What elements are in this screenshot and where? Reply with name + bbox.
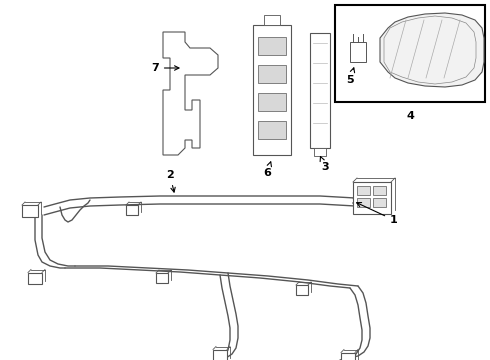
Text: 1: 1 bbox=[357, 203, 398, 225]
Bar bbox=[373, 186, 386, 195]
Bar bbox=[258, 93, 286, 111]
Text: 4: 4 bbox=[406, 111, 414, 121]
Bar bbox=[253, 25, 291, 155]
Bar bbox=[264, 15, 280, 25]
Bar bbox=[213, 350, 227, 360]
Bar bbox=[341, 352, 355, 360]
Bar bbox=[314, 148, 326, 156]
Polygon shape bbox=[163, 32, 218, 155]
Bar bbox=[335, 5, 485, 102]
Bar bbox=[357, 198, 370, 207]
Bar bbox=[350, 42, 366, 62]
Bar bbox=[126, 205, 138, 215]
Bar bbox=[373, 198, 386, 207]
Bar bbox=[156, 273, 168, 283]
Bar bbox=[310, 32, 330, 148]
Bar bbox=[28, 273, 42, 284]
Polygon shape bbox=[380, 13, 484, 87]
Bar bbox=[357, 186, 370, 195]
Bar bbox=[258, 121, 286, 139]
Text: 6: 6 bbox=[263, 162, 271, 178]
Text: 7: 7 bbox=[151, 63, 179, 73]
Bar bbox=[353, 182, 391, 214]
Text: 5: 5 bbox=[346, 68, 355, 85]
Text: 2: 2 bbox=[166, 170, 175, 192]
Bar bbox=[258, 37, 286, 55]
Bar bbox=[22, 205, 38, 217]
Bar bbox=[296, 285, 308, 295]
Text: 3: 3 bbox=[320, 157, 329, 172]
Bar bbox=[258, 65, 286, 83]
